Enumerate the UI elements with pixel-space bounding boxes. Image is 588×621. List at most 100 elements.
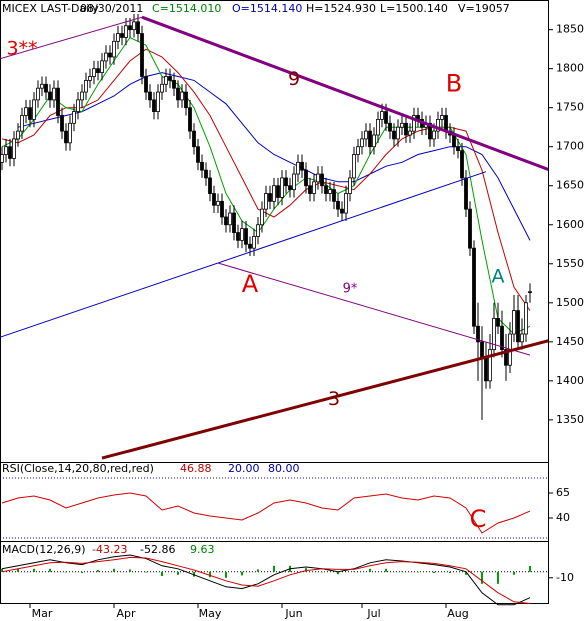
candle-body xyxy=(352,154,356,179)
candle-body xyxy=(200,161,204,171)
y-tick-label: 1850 xyxy=(556,23,584,36)
candle-body xyxy=(76,99,80,112)
candle-body xyxy=(20,115,24,132)
candle-body xyxy=(56,87,60,116)
candle-body xyxy=(116,33,120,42)
candle-body xyxy=(452,134,456,148)
candle-body xyxy=(32,99,36,120)
y-tick-label: 65 xyxy=(556,486,570,499)
histogram-bar xyxy=(465,571,467,575)
indicator-line xyxy=(1,492,531,534)
candle-body xyxy=(440,115,444,120)
candle-body xyxy=(260,208,264,226)
candle-body xyxy=(8,146,12,159)
histogram-bar xyxy=(81,571,83,573)
candle-body xyxy=(148,91,152,101)
candle-body xyxy=(64,130,68,144)
candle-body xyxy=(208,177,212,194)
annotation: 9* xyxy=(343,281,358,296)
histogram-bar xyxy=(369,568,371,572)
candle-body xyxy=(512,310,516,335)
chart-title: MICEX LAST-Daily xyxy=(2,2,99,15)
candle-body xyxy=(396,126,400,140)
candle-body xyxy=(476,325,480,343)
histogram-bar xyxy=(1,568,3,572)
header-value: 08/30/2011 xyxy=(80,2,143,15)
candle-body xyxy=(464,177,468,210)
candle-body xyxy=(360,138,364,148)
y-tick-label: 1550 xyxy=(556,257,584,270)
candle-body xyxy=(276,185,280,198)
candle-body xyxy=(28,107,32,120)
candle-body xyxy=(160,83,164,93)
price-plot xyxy=(0,14,548,460)
x-tick-label: May xyxy=(199,607,222,620)
y-tick-label: -10 xyxy=(556,571,574,584)
candle-body xyxy=(240,228,244,241)
candle-body xyxy=(92,68,96,77)
candle-body xyxy=(232,212,236,233)
histogram-bar xyxy=(129,569,131,572)
x-tick-label: Jul xyxy=(366,607,380,620)
candle-body xyxy=(152,99,156,112)
annotation: 3 xyxy=(328,388,340,410)
histogram-bar xyxy=(161,571,163,576)
trendline xyxy=(101,339,548,460)
candle-body xyxy=(356,146,360,155)
y-tick-label: 1750 xyxy=(556,101,584,114)
y-tick-label: 40 xyxy=(556,511,570,524)
header-value: 46.88 xyxy=(180,462,212,475)
histogram-bar xyxy=(481,571,483,584)
header-value: -52.86 xyxy=(140,543,175,556)
indicator-line xyxy=(17,72,531,241)
candle-body xyxy=(44,83,48,93)
annotation: 9 xyxy=(288,68,300,90)
header-value: -43.23 xyxy=(92,543,127,556)
candle-body xyxy=(516,310,520,343)
candle-body xyxy=(520,333,524,343)
candle-body xyxy=(112,40,116,58)
candle-body xyxy=(128,25,132,31)
candle-body xyxy=(404,122,408,136)
candle-body xyxy=(492,318,496,351)
y-tick-label: 1700 xyxy=(556,140,584,153)
header-value: 80.00 xyxy=(268,462,300,475)
histogram-bar xyxy=(193,571,195,577)
histogram-bar xyxy=(385,568,387,572)
candle-body xyxy=(16,130,20,140)
candle-body xyxy=(328,189,332,194)
histogram-bar xyxy=(145,571,147,573)
candle-body xyxy=(268,193,272,202)
candle-body xyxy=(392,130,396,140)
candle-body xyxy=(220,200,224,218)
candle-body xyxy=(348,177,352,194)
candle-body xyxy=(336,200,340,210)
candle-body xyxy=(72,111,76,124)
histogram-bar xyxy=(65,571,67,573)
candle-body xyxy=(96,68,100,73)
header-value: L=1500.140 xyxy=(380,2,448,15)
histogram-bar xyxy=(337,571,339,575)
candle-body xyxy=(480,341,484,358)
candle-body xyxy=(344,193,348,214)
histogram-bar xyxy=(513,571,515,575)
candle-body xyxy=(108,52,112,58)
candle-body xyxy=(176,87,180,101)
candle-body xyxy=(436,119,440,132)
candle-body xyxy=(120,33,124,38)
histogram-bar xyxy=(417,571,419,573)
histogram-bar xyxy=(33,568,35,572)
candle-body xyxy=(216,200,220,206)
candle-body xyxy=(472,247,476,327)
candle-body xyxy=(484,357,488,382)
candle-body xyxy=(460,150,464,179)
x-tick-label: Jun xyxy=(284,607,302,620)
candle-body xyxy=(380,111,384,120)
histogram-bar xyxy=(273,565,275,572)
panel-title: MACD(12,26,9) xyxy=(2,543,86,556)
x-tick-label: Mar xyxy=(32,607,53,620)
candle-body xyxy=(224,216,228,226)
candle-body xyxy=(68,122,72,144)
candle-body xyxy=(252,236,256,249)
